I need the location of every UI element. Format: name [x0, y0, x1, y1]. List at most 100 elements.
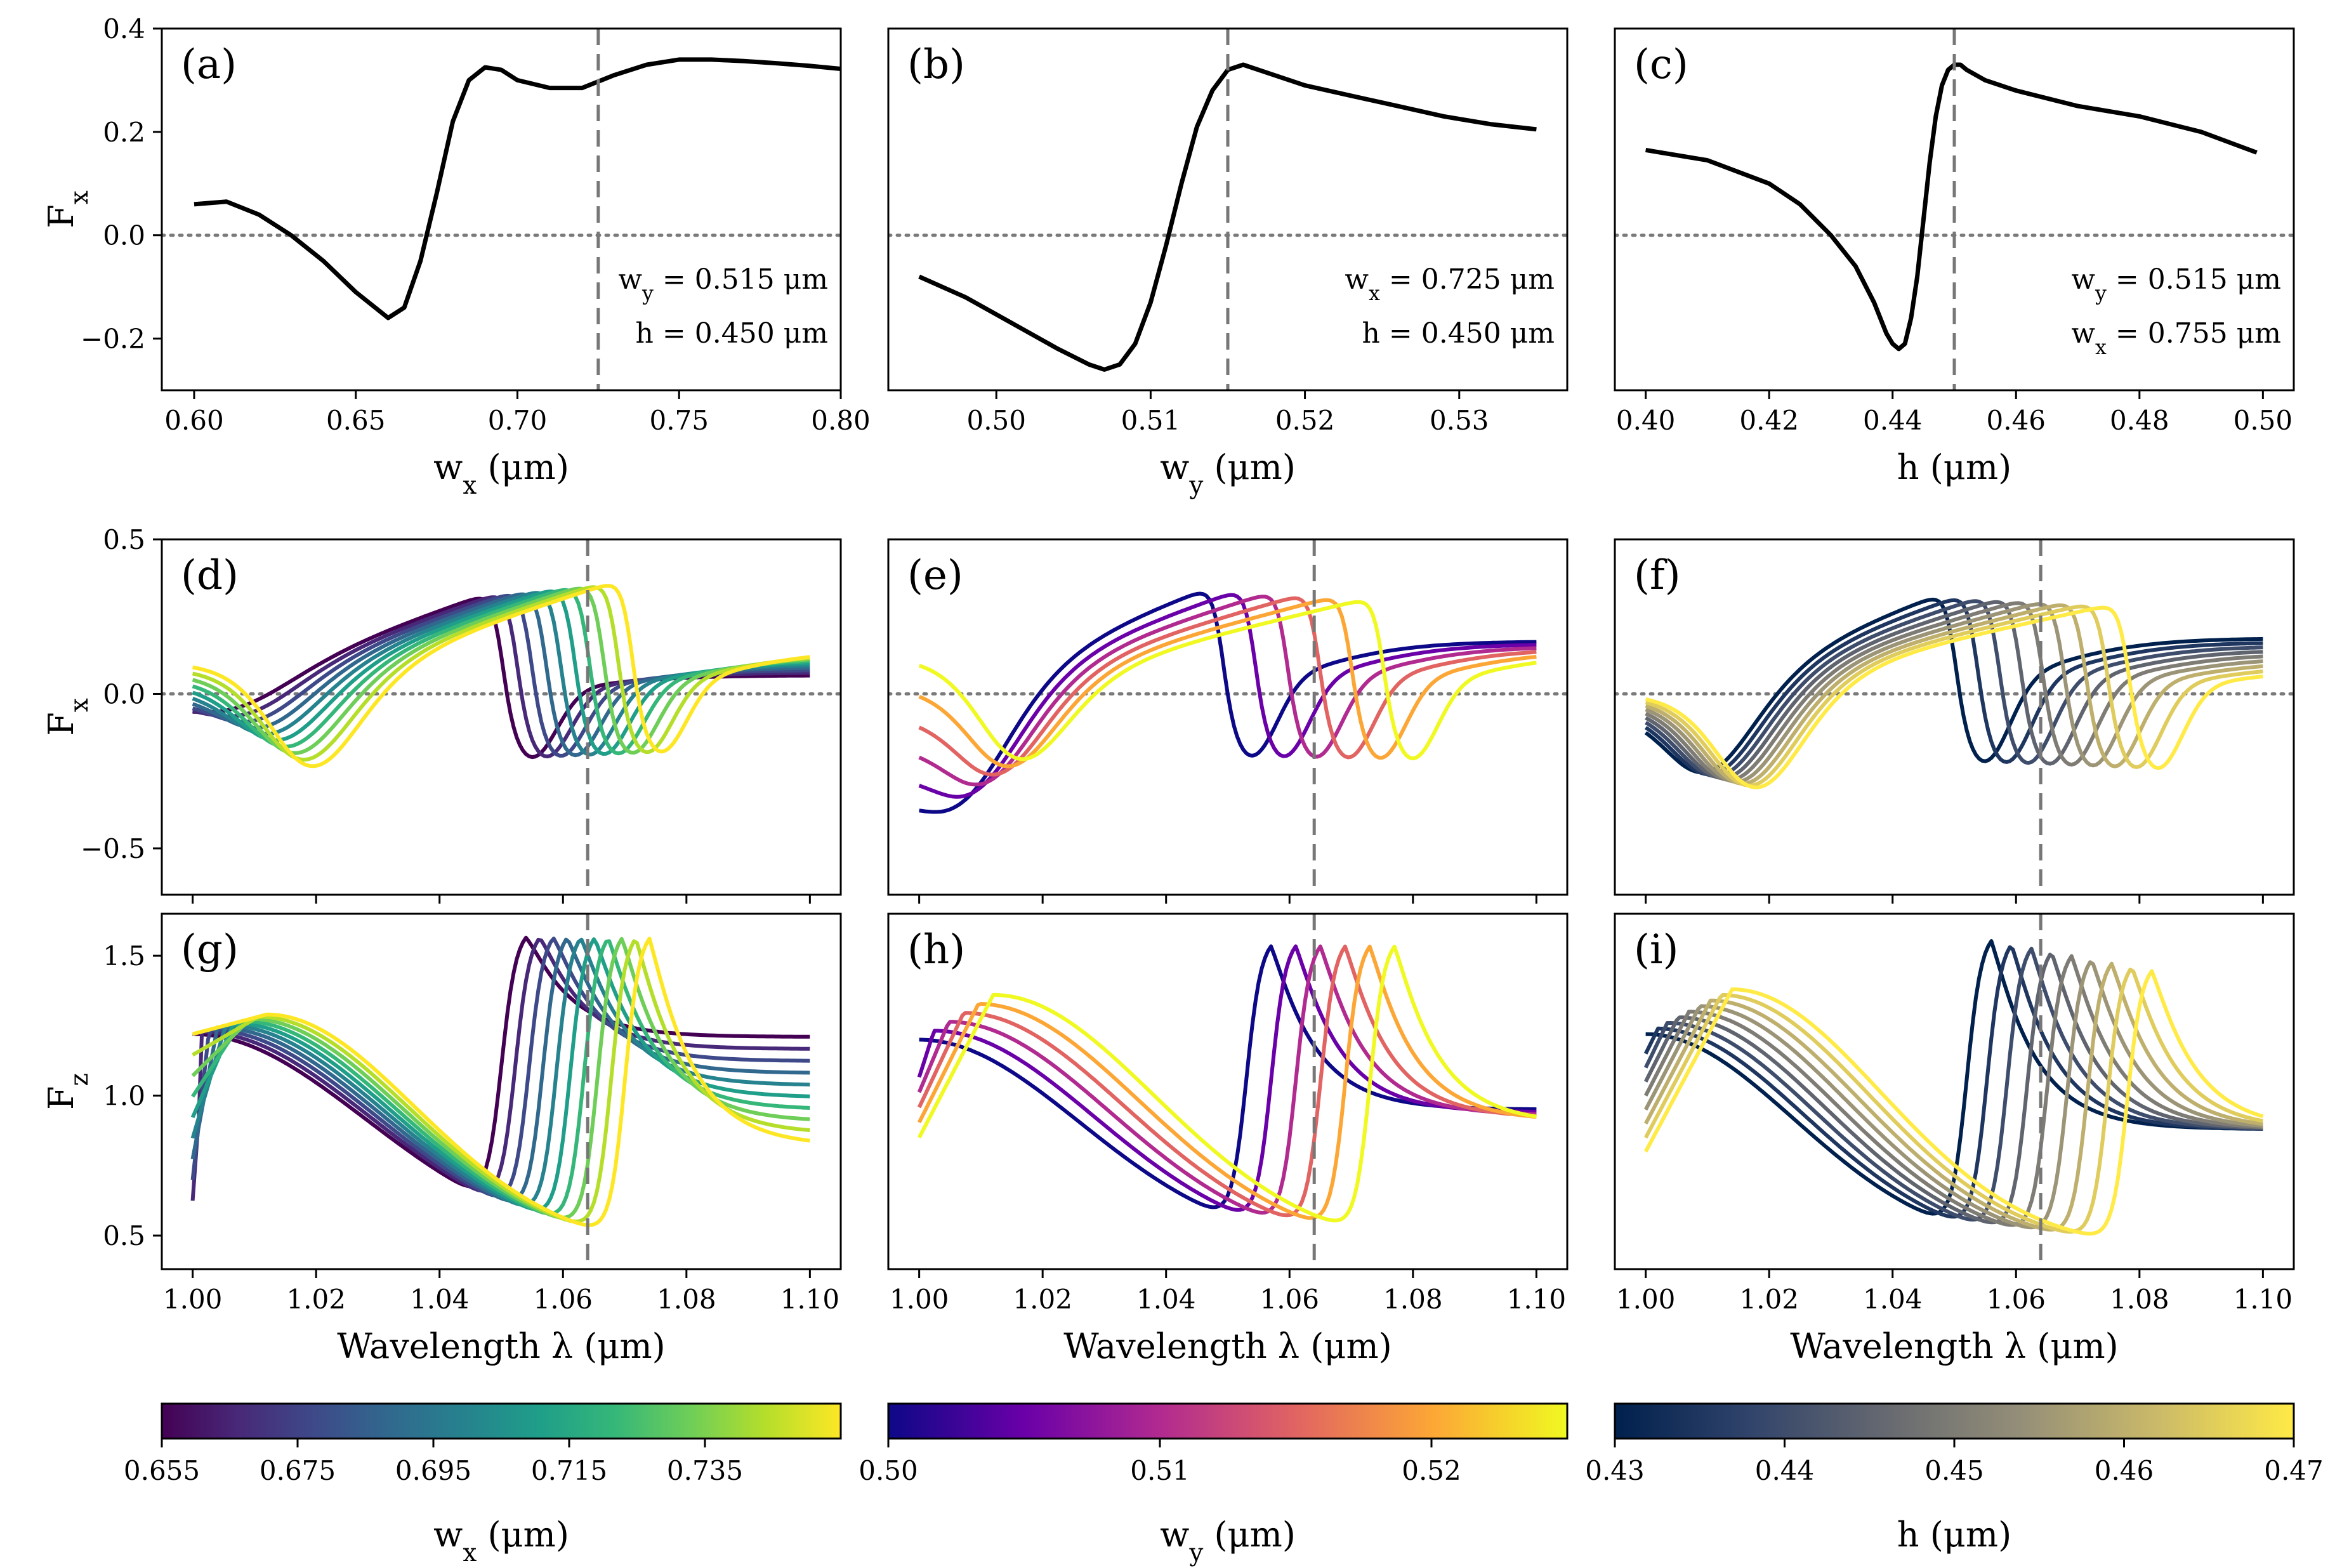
xtick-label-h: 1.02	[1013, 1284, 1072, 1315]
series-line-i-0	[1645, 939, 2263, 1216]
series-line-i-1	[1643, 945, 2263, 1219]
colorbar-tick-label-cb3: 0.44	[1755, 1455, 1815, 1486]
ytick-label-d: 0.5	[103, 524, 145, 555]
xtick-label-c: 0.48	[2110, 405, 2169, 436]
ytick-label-d: −0.5	[81, 833, 145, 864]
series-line-g-8	[192, 939, 810, 1223]
x-axis-label-h: Wavelength λ (μm)	[1063, 1326, 1392, 1366]
series-line-g-4	[190, 937, 810, 1207]
colorbar-cb1: 0.655 0.675 0.695 0.715 0.735 wx (μm)	[124, 1402, 842, 1567]
xtick-label-h: 1.08	[1383, 1284, 1443, 1315]
xtick-label-i: 1.00	[1616, 1284, 1676, 1315]
plot-area-f	[1615, 539, 2294, 895]
colorbar-tick-label-cb3: 0.47	[2264, 1455, 2324, 1486]
annotation-a-0: wy = 0.515 μm	[618, 263, 828, 305]
axes-frame-i	[1614, 912, 2295, 1270]
panel-label-f: (f)	[1634, 552, 1681, 599]
series-line-c	[1645, 62, 2258, 352]
xtick-label-i: 1.10	[2233, 1284, 2293, 1315]
axes-frame-a	[161, 27, 842, 392]
xtick-label-i: 1.02	[1739, 1284, 1799, 1315]
series-line-f-0	[1644, 597, 2263, 775]
plot-area-b	[888, 29, 1567, 390]
panel-c: 0.40 0.42 0.44 0.46 0.48 0.50 (c) h (μm) wy = 0.…	[1614, 27, 2295, 487]
panel-h: 1.00 1.02 1.04 1.06 1.08 1.10 (h) Wavelength λ …	[887, 912, 1569, 1366]
series-line-g-0	[192, 935, 810, 1189]
colorbar-cb2: 0.50 0.51 0.52 wy (μm)	[859, 1402, 1569, 1567]
panel-label-i: (i)	[1634, 926, 1678, 973]
series-line-e-0	[919, 591, 1537, 814]
colorbar-tick-label-cb2: 0.51	[1130, 1455, 1190, 1486]
series-line-i-2	[1643, 946, 2263, 1222]
series-line-b	[918, 62, 1537, 372]
series-line-f-2	[1645, 599, 2263, 779]
panel-label-b: (b)	[907, 41, 965, 88]
axes-frame-d	[161, 538, 842, 896]
series-line-d-7	[192, 586, 810, 755]
series-line-i-5	[1643, 960, 2263, 1230]
series-line-i-7	[1643, 967, 2263, 1234]
series-line-i-3	[1643, 952, 2263, 1225]
annotation-c-1: wx = 0.755 μm	[2071, 317, 2281, 359]
axes-frame-h	[887, 912, 1569, 1270]
colorbar-tick-label-cb3: 0.45	[1924, 1455, 1984, 1486]
xtick-label-c: 0.50	[2233, 405, 2293, 436]
panel-f: (f)	[1614, 538, 2295, 904]
x-axis-label-a: wx (μm)	[433, 447, 569, 500]
y-axis-label-d: Fx	[41, 698, 94, 735]
xtick-label-b: 0.52	[1275, 405, 1335, 436]
series-line-f-1	[1644, 598, 2263, 777]
plot-area-h	[917, 914, 1537, 1269]
xtick-label-g: 1.02	[286, 1284, 346, 1315]
ytick-label-g: 0.5	[103, 1220, 145, 1251]
colorbar-label-cb1: wx (μm)	[433, 1515, 569, 1567]
series-line-f-5	[1645, 602, 2263, 784]
annotation-b-0: wx = 0.725 μm	[1345, 263, 1555, 305]
xtick-label-c: 0.46	[1987, 405, 2046, 436]
colorbar-tick-label-cb1: 0.675	[260, 1455, 336, 1486]
series-line-g-1	[190, 937, 810, 1201]
panel-label-c: (c)	[1634, 41, 1688, 88]
colorbar-label-cb2: wy (μm)	[1160, 1515, 1296, 1567]
xtick-label-h: 1.06	[1260, 1284, 1320, 1315]
x-axis-label-b: wy (μm)	[1160, 447, 1296, 500]
xtick-label-c: 0.40	[1616, 405, 1676, 436]
plot-area-c	[1615, 29, 2294, 390]
ytick-label-a: 0.0	[103, 220, 145, 251]
axes-frame-b	[887, 27, 1569, 392]
panel-label-e: (e)	[907, 552, 963, 599]
xtick-label-a: 0.70	[488, 405, 548, 436]
xtick-label-g: 1.00	[163, 1284, 223, 1315]
plot-area-d	[162, 539, 841, 895]
panel-label-a: (a)	[181, 41, 237, 88]
xtick-label-a: 0.60	[164, 405, 224, 436]
series-line-f-6	[1645, 603, 2263, 786]
panel-label-h: (h)	[907, 926, 965, 973]
series-line-e-3	[918, 596, 1537, 777]
panel-d: −0.5 0.0 0.5 (d) Fx	[41, 524, 842, 904]
xtick-label-b: 0.53	[1430, 405, 1489, 436]
colorbar-tick-label-cb1: 0.715	[531, 1455, 607, 1486]
panel-g: 1.00 1.02 1.04 1.06 1.08 1.10 0.5 1.0 1.5 (g) Wave…	[41, 912, 842, 1366]
xtick-label-i: 1.06	[1987, 1284, 2046, 1315]
series-line-e-2	[918, 595, 1537, 787]
colorbar-gradient-cb2	[887, 1402, 1569, 1440]
series-line-g-5	[190, 937, 810, 1211]
panel-e: (e)	[887, 538, 1569, 904]
xtick-label-a: 0.80	[811, 405, 871, 436]
panel-a: 0.60 0.65 0.70 0.75 0.80 −0.2 0.0 0.2 0.4 (a) wx (…	[41, 13, 871, 500]
xtick-label-b: 0.51	[1121, 405, 1181, 436]
axes-frame-g	[161, 912, 842, 1270]
series-line-f-4	[1645, 601, 2263, 782]
xtick-label-b: 0.50	[966, 405, 1026, 436]
colorbar-cb3: 0.43 0.44 0.45 0.46 0.47 h (μm)	[1585, 1402, 2324, 1555]
panel-label-g: (g)	[181, 926, 239, 973]
series-line-h-1	[917, 944, 1537, 1212]
series-line-i-6	[1643, 961, 2263, 1232]
panel-label-d: (d)	[181, 552, 239, 599]
series-line-h-0	[919, 944, 1537, 1209]
panel-i: 1.00 1.02 1.04 1.06 1.08 1.10 (i) Wavelength λ …	[1614, 912, 2295, 1366]
ytick-label-a: −0.2	[81, 324, 145, 355]
plot-area-e	[888, 539, 1567, 895]
xtick-label-c: 0.44	[1863, 405, 1923, 436]
